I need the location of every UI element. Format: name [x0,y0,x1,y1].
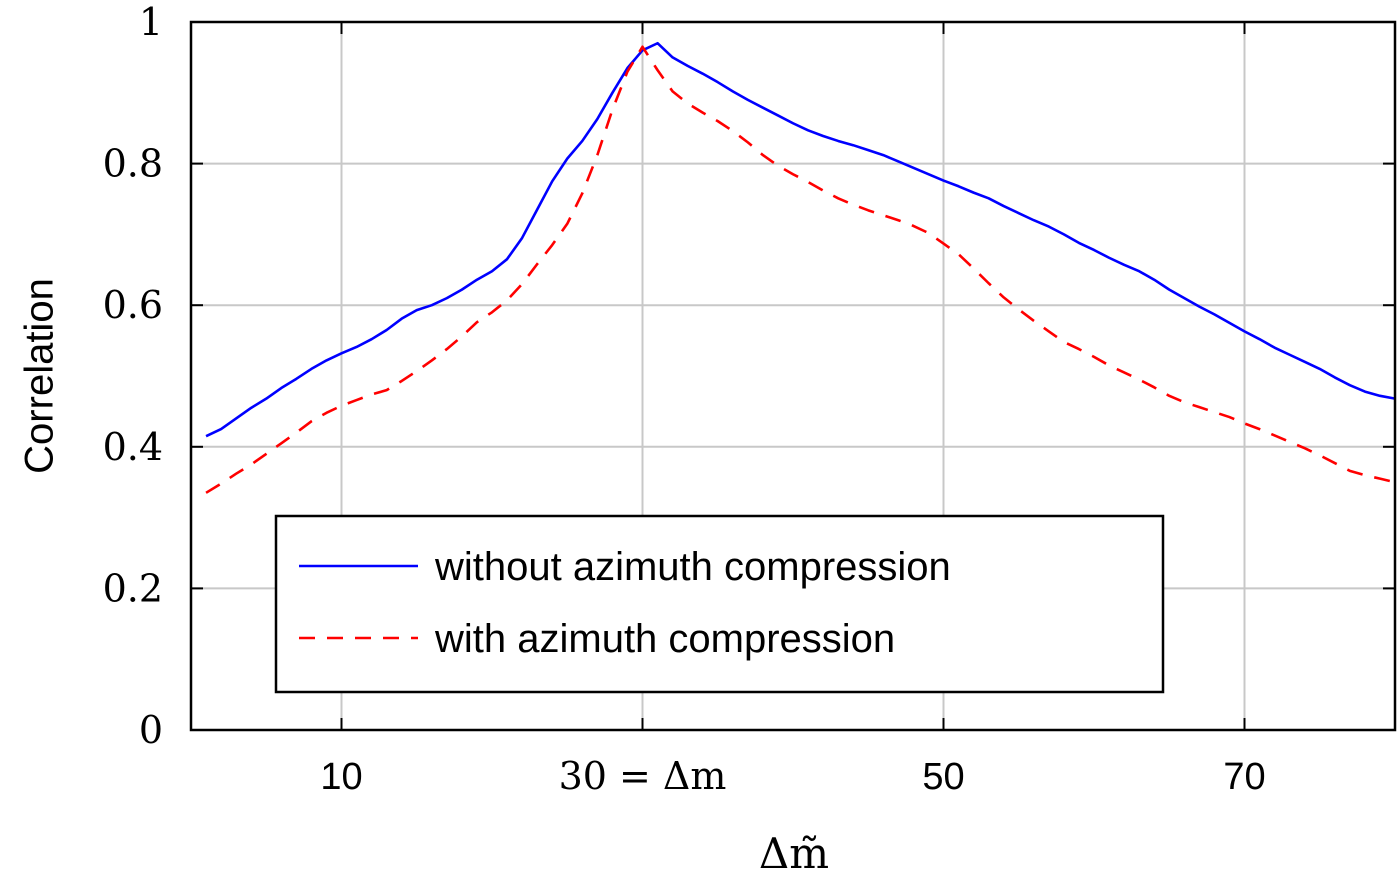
y-tick-label: 0.4 [103,425,163,469]
series-line-with-azimuth-compression [205,45,1396,494]
x-tick-label: 30 = Δm [559,754,727,798]
legend-label-without-azimuth-compression: without azimuth compression [434,545,951,589]
y-tick-label: 0.2 [103,566,163,610]
x-tick-label: 50 [922,756,964,798]
ticks [191,21,1395,731]
y-tick-label: 0 [139,708,163,752]
legend-label-with-azimuth-compression: with azimuth compression [434,617,895,661]
series-line-without-azimuth-compression [205,41,1396,438]
y-tick-label: 1 [139,0,163,44]
y-tick-label: 0.6 [103,283,163,327]
x-tick-label: 10 [320,756,362,798]
plot-frame [189,20,1397,732]
y-axis-label: Correlation [18,278,62,474]
x-axis-label: Δm̃ [759,829,829,878]
legend-box [274,514,1165,694]
tick-labels: 10 30 = Δm 50 70 0 0.2 0.4 0.6 0.8 1 [103,0,1266,798]
y-tick-label: 0.8 [103,142,163,186]
x-tick-label: 70 [1223,756,1265,798]
legend: without azimuth compression with azimuth… [274,514,1165,694]
series-layer [205,41,1396,494]
